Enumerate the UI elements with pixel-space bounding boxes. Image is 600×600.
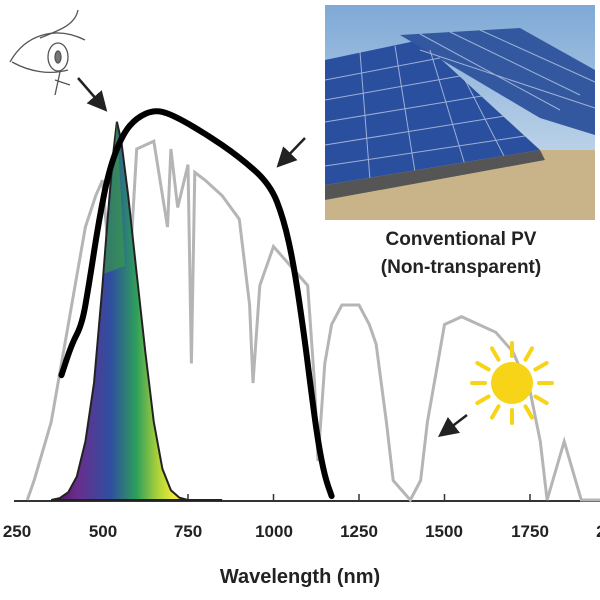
sun-ray — [490, 404, 501, 420]
x-tick-label: 1500 — [425, 522, 463, 541]
eye-peak-highlight — [104, 121, 125, 274]
x-tick-label: 750 — [174, 522, 202, 541]
x-tick-label: 1750 — [511, 522, 549, 541]
sun-ray — [490, 346, 501, 362]
pv-arrow — [276, 137, 306, 168]
sun-ray — [475, 361, 491, 372]
pv-absorption-line — [58, 108, 335, 500]
sun-disc — [491, 362, 533, 404]
solar-panel-photo — [324, 5, 596, 220]
eye-arrow — [77, 77, 108, 112]
x-tick-label: 250 — [3, 522, 31, 541]
pv-caption-line2: (Non-transparent) — [380, 257, 542, 278]
x-axis-title: Wavelength (nm) — [220, 566, 380, 588]
sun-ray — [523, 346, 534, 362]
x-tick-label: 1000 — [255, 522, 293, 541]
eye-icon — [9, 9, 86, 96]
sun-arrow — [438, 414, 468, 438]
sun-ray — [475, 394, 491, 405]
sun-ray — [533, 361, 549, 372]
eye-sensitivity-area — [50, 121, 223, 501]
pv-caption-line1: Conventional PV — [385, 229, 537, 250]
sun-ray — [523, 404, 534, 420]
sun-ray — [533, 394, 549, 405]
x-tick-label: 1250 — [340, 522, 378, 541]
x-tick-label: 2000 — [596, 522, 600, 541]
x-tick-label: 500 — [89, 522, 117, 541]
sun-icon — [470, 341, 554, 425]
